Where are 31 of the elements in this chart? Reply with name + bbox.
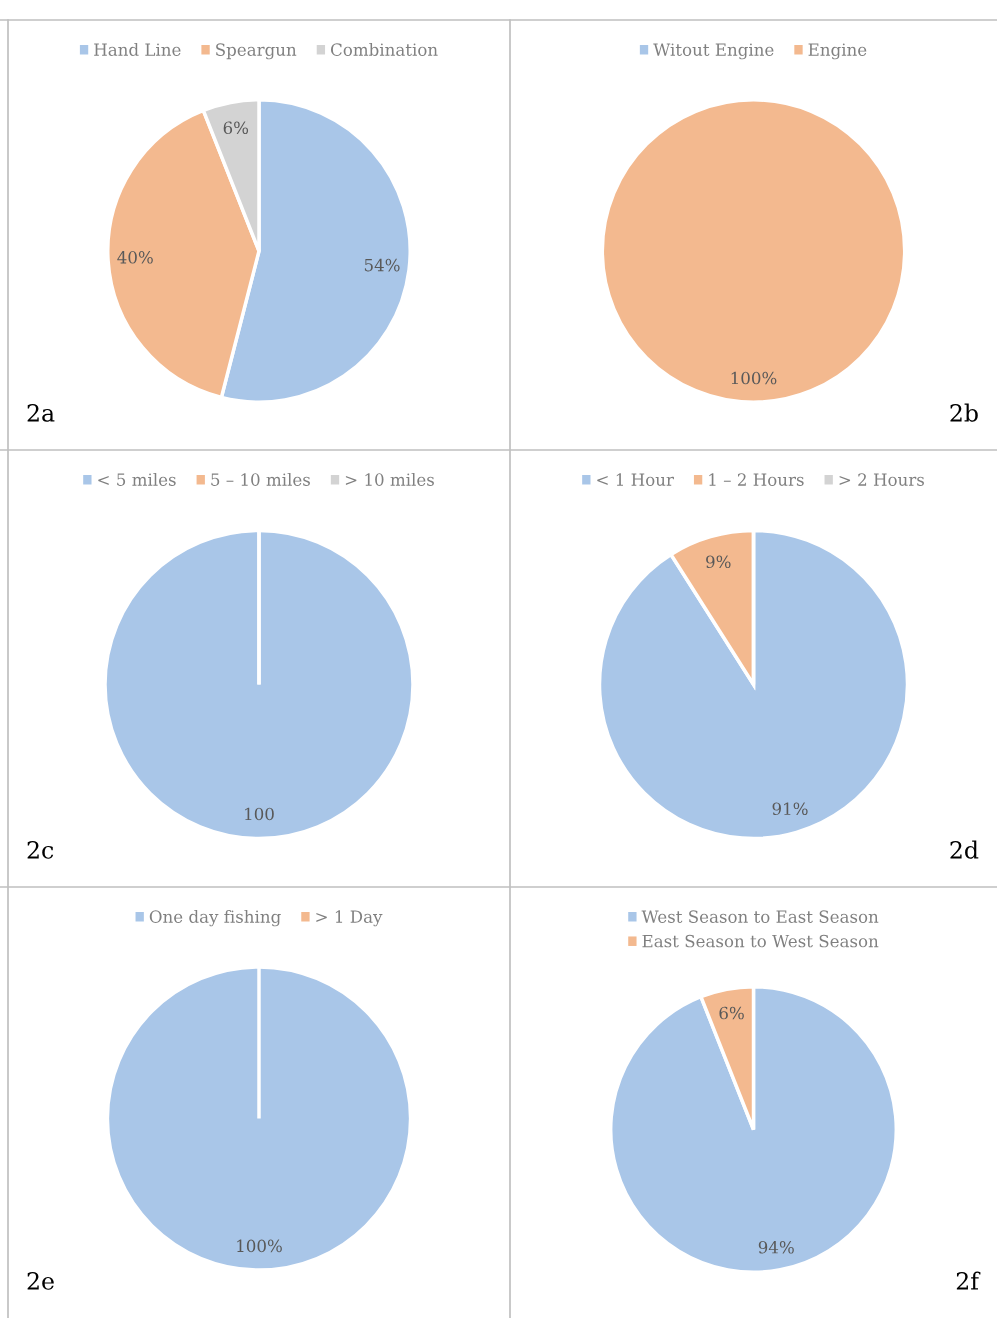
text: 2f <box>956 1271 981 1290</box>
data-label: 94% <box>758 1240 794 1254</box>
legend-label: Engine <box>808 43 867 60</box>
legend-label: Witout Engine <box>653 43 774 60</box>
data-label: 100 <box>245 807 274 821</box>
legend-label: < 1 Hour <box>597 473 674 486</box>
legend-label: < 5 miles <box>98 473 176 486</box>
data-label: 9% <box>706 555 731 569</box>
text: 2d <box>950 840 979 859</box>
text: 2c <box>27 840 54 859</box>
legend-label: > 10 miles <box>345 473 434 486</box>
text: 2e <box>27 1271 54 1290</box>
legend-label: Combination <box>330 43 438 56</box>
legend-label: Hand Line <box>94 43 181 56</box>
legend-label: > 1 Day <box>316 910 383 927</box>
data-label: 54% <box>364 258 400 272</box>
text: 2b <box>950 403 978 422</box>
text: 2a <box>27 403 55 422</box>
legend-label: One day fishing <box>149 910 281 927</box>
legend-label: > 2 Hours <box>839 473 924 486</box>
legend-label: East Season to West Season <box>642 934 879 948</box>
legend-label: West Season to East Season <box>641 910 879 923</box>
data-label: 100% <box>237 1239 282 1253</box>
legend-label: Speargun <box>216 43 297 60</box>
data-label: 91% <box>772 802 808 816</box>
data-label: 6% <box>719 1006 744 1020</box>
data-label: 40% <box>117 251 153 264</box>
legend-label: 5 – 10 miles <box>211 473 310 486</box>
data-label: 100% <box>731 371 777 385</box>
legend-label: 1 – 2 Hours <box>709 473 804 486</box>
data-label: 6% <box>223 121 249 135</box>
